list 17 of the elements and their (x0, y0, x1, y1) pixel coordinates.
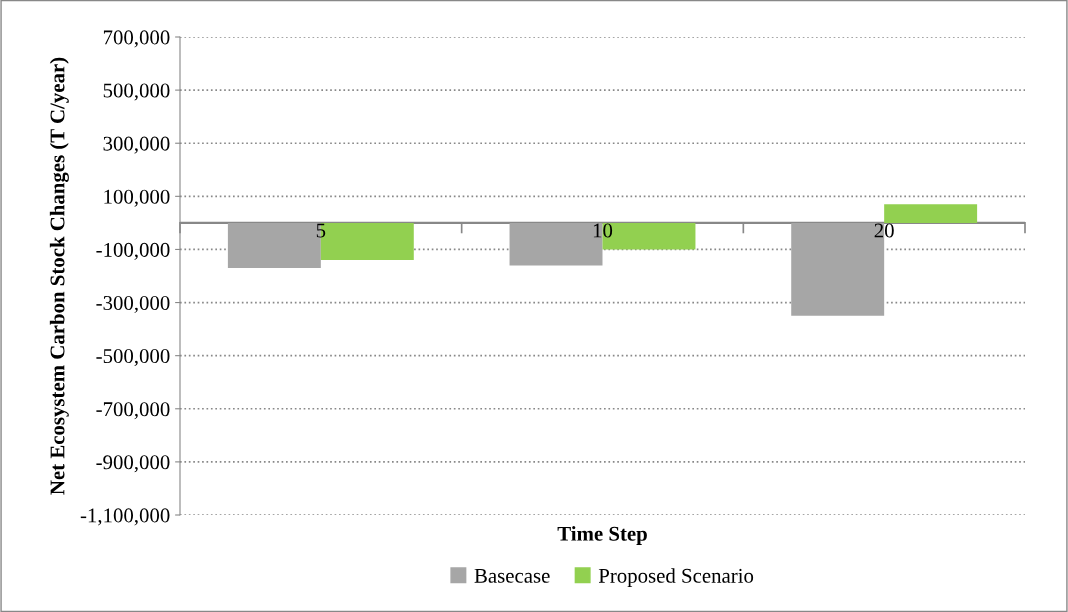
y-tick-label: -500,000 (96, 349, 170, 367)
y-tick-label: 500,000 (103, 83, 170, 101)
y-tick-label: -700,000 (96, 402, 170, 420)
y-tick-label: -1,100,000 (80, 508, 170, 526)
y-tick-label: 700,000 (103, 30, 170, 48)
legend-label: Basecase (474, 568, 550, 583)
legend-label: Proposed Scenario (598, 568, 754, 588)
y-tick-label: -300,000 (96, 295, 170, 313)
x-tick-label: 5 (316, 223, 326, 238)
y-tick-label: -900,000 (96, 455, 170, 473)
x-tick-label: 10 (593, 223, 613, 238)
y-axis-title: Net Ecosystem Carbon Stock Changes (T C/year) (49, 57, 69, 495)
y-tick-label: 100,000 (104, 189, 170, 207)
y-tick-label: 300,000 (103, 136, 170, 154)
x-axis-title: Time Step (557, 526, 647, 545)
y-tick-label: -100,000 (96, 242, 170, 260)
x-tick-label: 20 (874, 223, 894, 238)
